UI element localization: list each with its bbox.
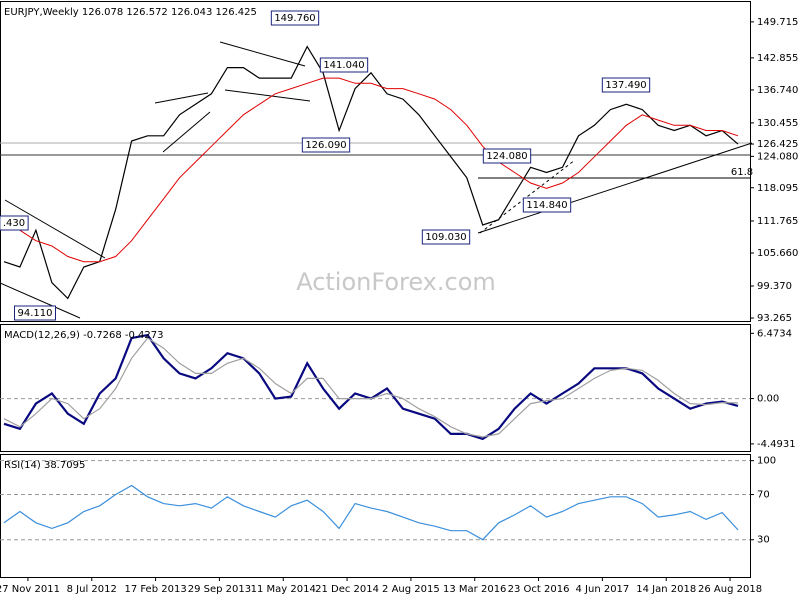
trendline xyxy=(219,41,306,67)
x-tick-label: 14 Jan 2018 xyxy=(636,584,696,595)
annotation-box xyxy=(319,57,369,73)
annotation: 109.030 xyxy=(425,232,466,243)
series-line xyxy=(3,484,739,541)
trendline xyxy=(0,282,81,319)
y-tick-label: 124.080 xyxy=(757,151,798,162)
annotation-box xyxy=(421,229,471,245)
y-tick-label: 105.660 xyxy=(757,248,798,259)
x-tick-label: 13 Mar 2016 xyxy=(443,584,506,595)
annotation-box xyxy=(601,77,651,93)
annotation: 114.840 xyxy=(526,200,567,211)
annotation: 141.040 xyxy=(323,60,364,71)
y-tick-label: 70 xyxy=(757,490,770,501)
trendline xyxy=(477,142,753,234)
annotation: 61.8 xyxy=(731,167,753,178)
price-panel xyxy=(0,1,751,322)
annotation: 149.760 xyxy=(274,13,315,24)
trendlines xyxy=(0,41,753,319)
annotation: 137.490 xyxy=(605,80,646,91)
y-tick-label: 136.740 xyxy=(757,85,798,96)
trendline xyxy=(162,111,211,153)
series-line xyxy=(3,77,739,263)
y-tick-label: 142.855 xyxy=(757,53,798,64)
macd-panel xyxy=(0,324,751,452)
y-tick-label: 149.715 xyxy=(757,17,798,28)
trendline xyxy=(224,89,311,102)
x-tick-label: 17 Feb 2013 xyxy=(124,584,186,595)
annotation-box xyxy=(482,148,532,164)
x-tick-label: 29 Sep 2013 xyxy=(188,584,251,595)
annotation-box xyxy=(301,137,351,153)
trendline xyxy=(154,92,209,104)
trendline xyxy=(4,199,106,259)
annotation: .430 xyxy=(3,218,25,229)
y-tick-label: 100 xyxy=(757,456,776,467)
x-tick-label: 4 Jun 2017 xyxy=(575,584,629,595)
panel-title: RSI(14) 38.7095 xyxy=(4,460,85,471)
annotation: 124.080 xyxy=(486,151,527,162)
annotation-box xyxy=(14,305,56,321)
panel-title: MACD(12,26,9) -0.7268 -0.4273 xyxy=(4,330,164,341)
y-tick-label: 126.425 xyxy=(757,139,798,150)
series-line xyxy=(3,337,739,438)
y-tick-label: 6.4734 xyxy=(757,328,792,339)
annotation-box xyxy=(270,10,320,26)
annotation-box xyxy=(522,197,572,213)
annotation-box xyxy=(0,215,29,231)
panel-title: EURJPY,Weekly 126.078 126.572 126.043 12… xyxy=(4,7,257,18)
y-tick-label: 111.765 xyxy=(757,216,798,227)
x-tick-label: 8 Jul 2012 xyxy=(67,584,117,595)
y-tick-label: 130.455 xyxy=(757,118,798,129)
annotation: 126.090 xyxy=(305,140,346,151)
y-tick-label: 99.370 xyxy=(757,281,792,292)
series-line xyxy=(3,45,739,300)
x-tick-label: 23 Oct 2016 xyxy=(508,584,570,595)
annotation: 94.110 xyxy=(18,308,53,319)
x-tick-label: 11 May 2014 xyxy=(251,584,316,595)
rsi-panel xyxy=(0,454,751,578)
watermark: ActionForex.com xyxy=(296,268,496,296)
x-tick-label: 26 Aug 2018 xyxy=(698,584,762,595)
y-tick-label: 0.00 xyxy=(757,394,779,405)
y-tick-label: 30 xyxy=(757,535,770,546)
y-tick-label: 118.095 xyxy=(757,183,798,194)
y-tick-label: 93.265 xyxy=(757,313,792,324)
y-tick-label: -4.4931 xyxy=(757,439,796,450)
x-tick-label: 27 Nov 2011 xyxy=(0,584,60,595)
x-tick-label: 2 Aug 2015 xyxy=(382,584,440,595)
x-tick-label: 21 Dec 2014 xyxy=(315,584,379,595)
